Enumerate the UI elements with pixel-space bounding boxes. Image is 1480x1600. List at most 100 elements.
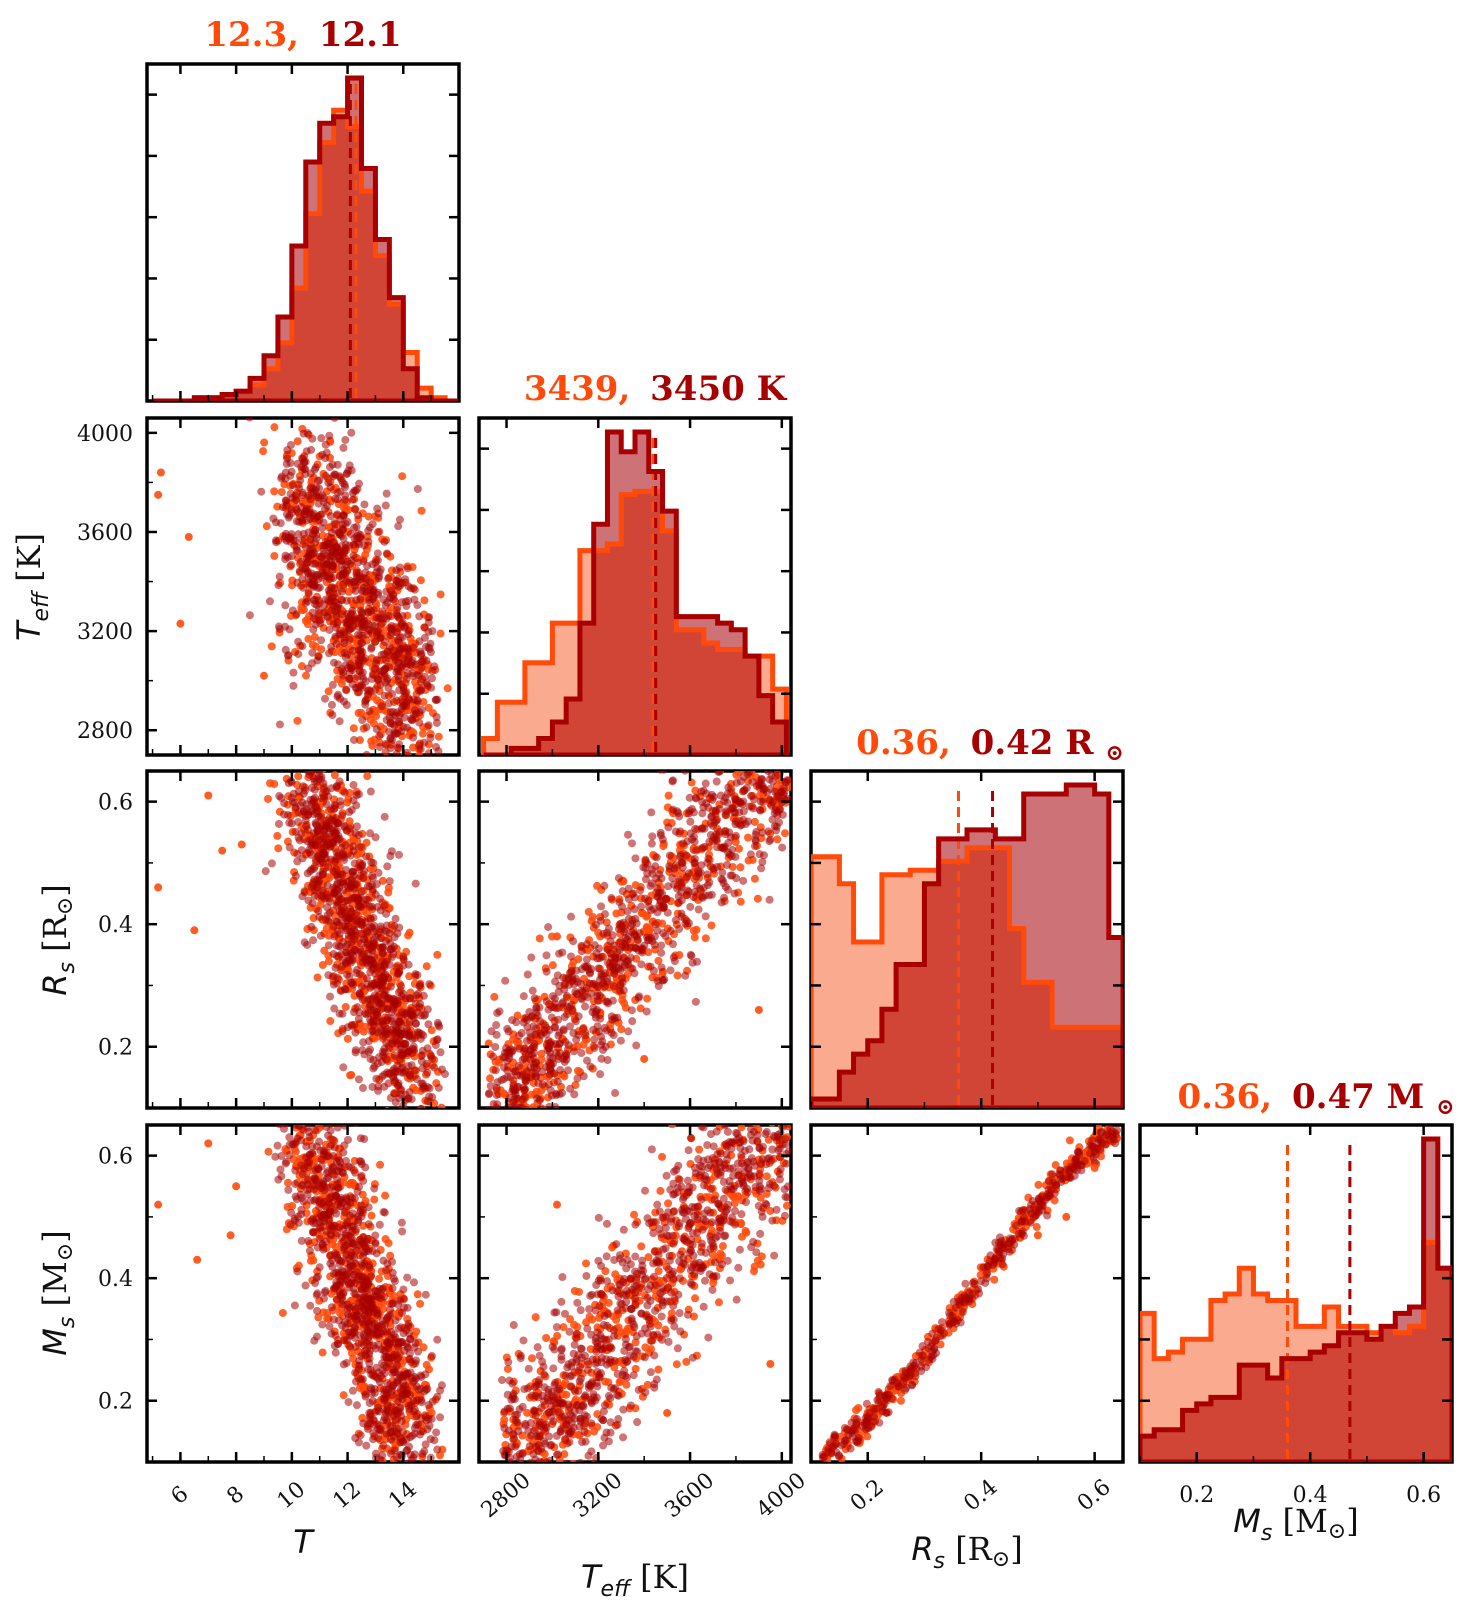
scatter-point-series-b — [642, 1007, 651, 1016]
scatter-point-series-a — [773, 835, 782, 844]
xlabel-Ms: Ms [M⊙] — [1233, 1502, 1358, 1546]
scatter-point-series-b — [364, 626, 373, 635]
title-Ms-hist: 0.36, 0.47 M ⊙ — [1177, 1077, 1454, 1120]
scatter-point-series-b — [351, 1046, 360, 1055]
scatter-point-series-a — [510, 1126, 518, 1134]
scatter-point-series-b — [489, 1100, 498, 1108]
scatter-point-series-b — [523, 1113, 531, 1121]
scatter-point-series-b — [344, 578, 353, 587]
scatter-point-series-b — [432, 696, 441, 705]
scatter-point-series-b — [409, 643, 418, 652]
scatter-point-series-b — [403, 753, 410, 755]
scatter-point-series-b — [680, 771, 689, 775]
scatter-point-series-a — [273, 831, 282, 840]
scatter-point-series-a — [404, 1137, 412, 1145]
scatter-point-series-b — [603, 1056, 612, 1065]
scatter-point-series-a — [734, 844, 743, 853]
scatter-point-series-b — [597, 1054, 606, 1063]
scatter-point-series-b — [357, 903, 366, 912]
scatter-point-series-a — [537, 1049, 546, 1058]
scatter-point-series-b — [293, 578, 302, 587]
scatter-point-series-a — [405, 1149, 413, 1157]
scatter-point-series-b — [690, 858, 699, 867]
scatter-point-series-a — [324, 687, 333, 696]
scatter-point-series-b — [519, 992, 528, 1001]
scatter-point-series-b — [292, 610, 301, 619]
scatter-point-series-a — [278, 746, 286, 754]
scatter-point-series-b — [739, 807, 748, 816]
scatter-point-series-b — [323, 881, 332, 890]
scatter-point-series-b — [304, 589, 313, 598]
scatter-point-series-b — [349, 780, 358, 789]
scatter-point-series-a — [277, 488, 286, 497]
scatter-point-series-b — [766, 796, 775, 805]
scatter-point-series-b — [396, 1105, 404, 1108]
xlabel-Rs-main: R — [911, 1530, 933, 1568]
scatter-point-series-b — [655, 870, 664, 879]
scatter-point-series-b — [323, 612, 332, 621]
scatter-point-series-b — [616, 986, 625, 995]
scatter-point-series-b — [772, 757, 780, 765]
xlabel-Rs-unit: [R — [945, 1530, 993, 1568]
scatter-point-series-b — [703, 870, 712, 879]
scatter-point-series-b — [280, 799, 289, 808]
scatter-point-series-b — [329, 922, 338, 931]
scatter-point-outlier — [218, 846, 227, 855]
scatter-point-series-a — [750, 817, 759, 826]
scatter-point-series-a — [376, 1160, 385, 1169]
scatter-point-series-a — [417, 1508, 425, 1516]
scatter-point-series-b — [339, 851, 348, 860]
scatter-point-series-b — [400, 643, 409, 652]
xlabel-Rs-close: ] — [1010, 1530, 1022, 1568]
scatter-point-series-b — [647, 808, 656, 817]
scatter-point-series-b — [564, 973, 573, 982]
scatter-point-series-b — [428, 1054, 437, 1063]
scatter-point-series-b — [287, 505, 296, 514]
ylabel-Ms: Ms [M⊙] — [36, 1230, 80, 1355]
scatter-point-series-b — [317, 813, 326, 822]
scatter-point-series-b — [372, 1008, 381, 1017]
scatter-point-series-b — [713, 862, 722, 871]
scatter-point-series-b — [367, 644, 376, 653]
scatter-point-series-b — [307, 783, 316, 792]
scatter-point-series-b — [698, 809, 707, 818]
scatter-point-series-b — [593, 992, 602, 1001]
scatter-point-series-b — [491, 1131, 499, 1139]
scatter-point-series-b — [351, 829, 360, 838]
scatter-point-series-a — [336, 1309, 345, 1318]
scatter-point-series-b — [347, 878, 356, 887]
scatter-point-series-b — [560, 1013, 569, 1022]
scatter-point-series-b — [329, 980, 338, 989]
scatter-point-series-b — [441, 1070, 450, 1079]
scatter-point-series-b — [315, 771, 324, 780]
scatter-point-series-b — [579, 1072, 588, 1081]
scatter-point-series-b — [379, 1020, 388, 1029]
y-tick-label: 3200 — [77, 620, 133, 645]
scatter-point-series-b — [365, 1002, 374, 1011]
scatter-point-series-b — [416, 651, 425, 660]
scatter-point-series-b — [740, 786, 749, 795]
scatter-point-series-b — [728, 871, 737, 880]
scatter-point-series-b — [404, 1170, 412, 1178]
scatter-point-series-b — [432, 743, 441, 752]
scatter-point-series-b — [294, 530, 303, 539]
scatter-point-series-b — [314, 880, 323, 889]
scatter-point-series-b — [669, 880, 678, 889]
scatter-point-series-b — [380, 1082, 389, 1091]
scatter-point-series-b — [544, 1005, 553, 1014]
scatter-point-series-a — [364, 512, 373, 521]
xlabel-T-main: T — [293, 1523, 315, 1561]
scatter-point-series-b — [354, 511, 363, 520]
scatter-point-series-b — [417, 685, 426, 694]
scatter-point-series-b — [774, 771, 782, 774]
scatter-point-series-a — [374, 797, 382, 805]
scatter-point-series-b — [409, 760, 417, 768]
scatter-point-series-a — [438, 1113, 446, 1121]
scatter-point-series-b — [347, 978, 356, 987]
scatter-point-series-a — [426, 1130, 434, 1138]
scatter-point-series-b — [339, 512, 348, 521]
scatter-point-series-b — [502, 1113, 510, 1121]
scatter-point-series-b — [523, 1023, 532, 1032]
scatter-point-series-a — [259, 447, 268, 456]
scatter-point-series-b — [304, 714, 312, 722]
